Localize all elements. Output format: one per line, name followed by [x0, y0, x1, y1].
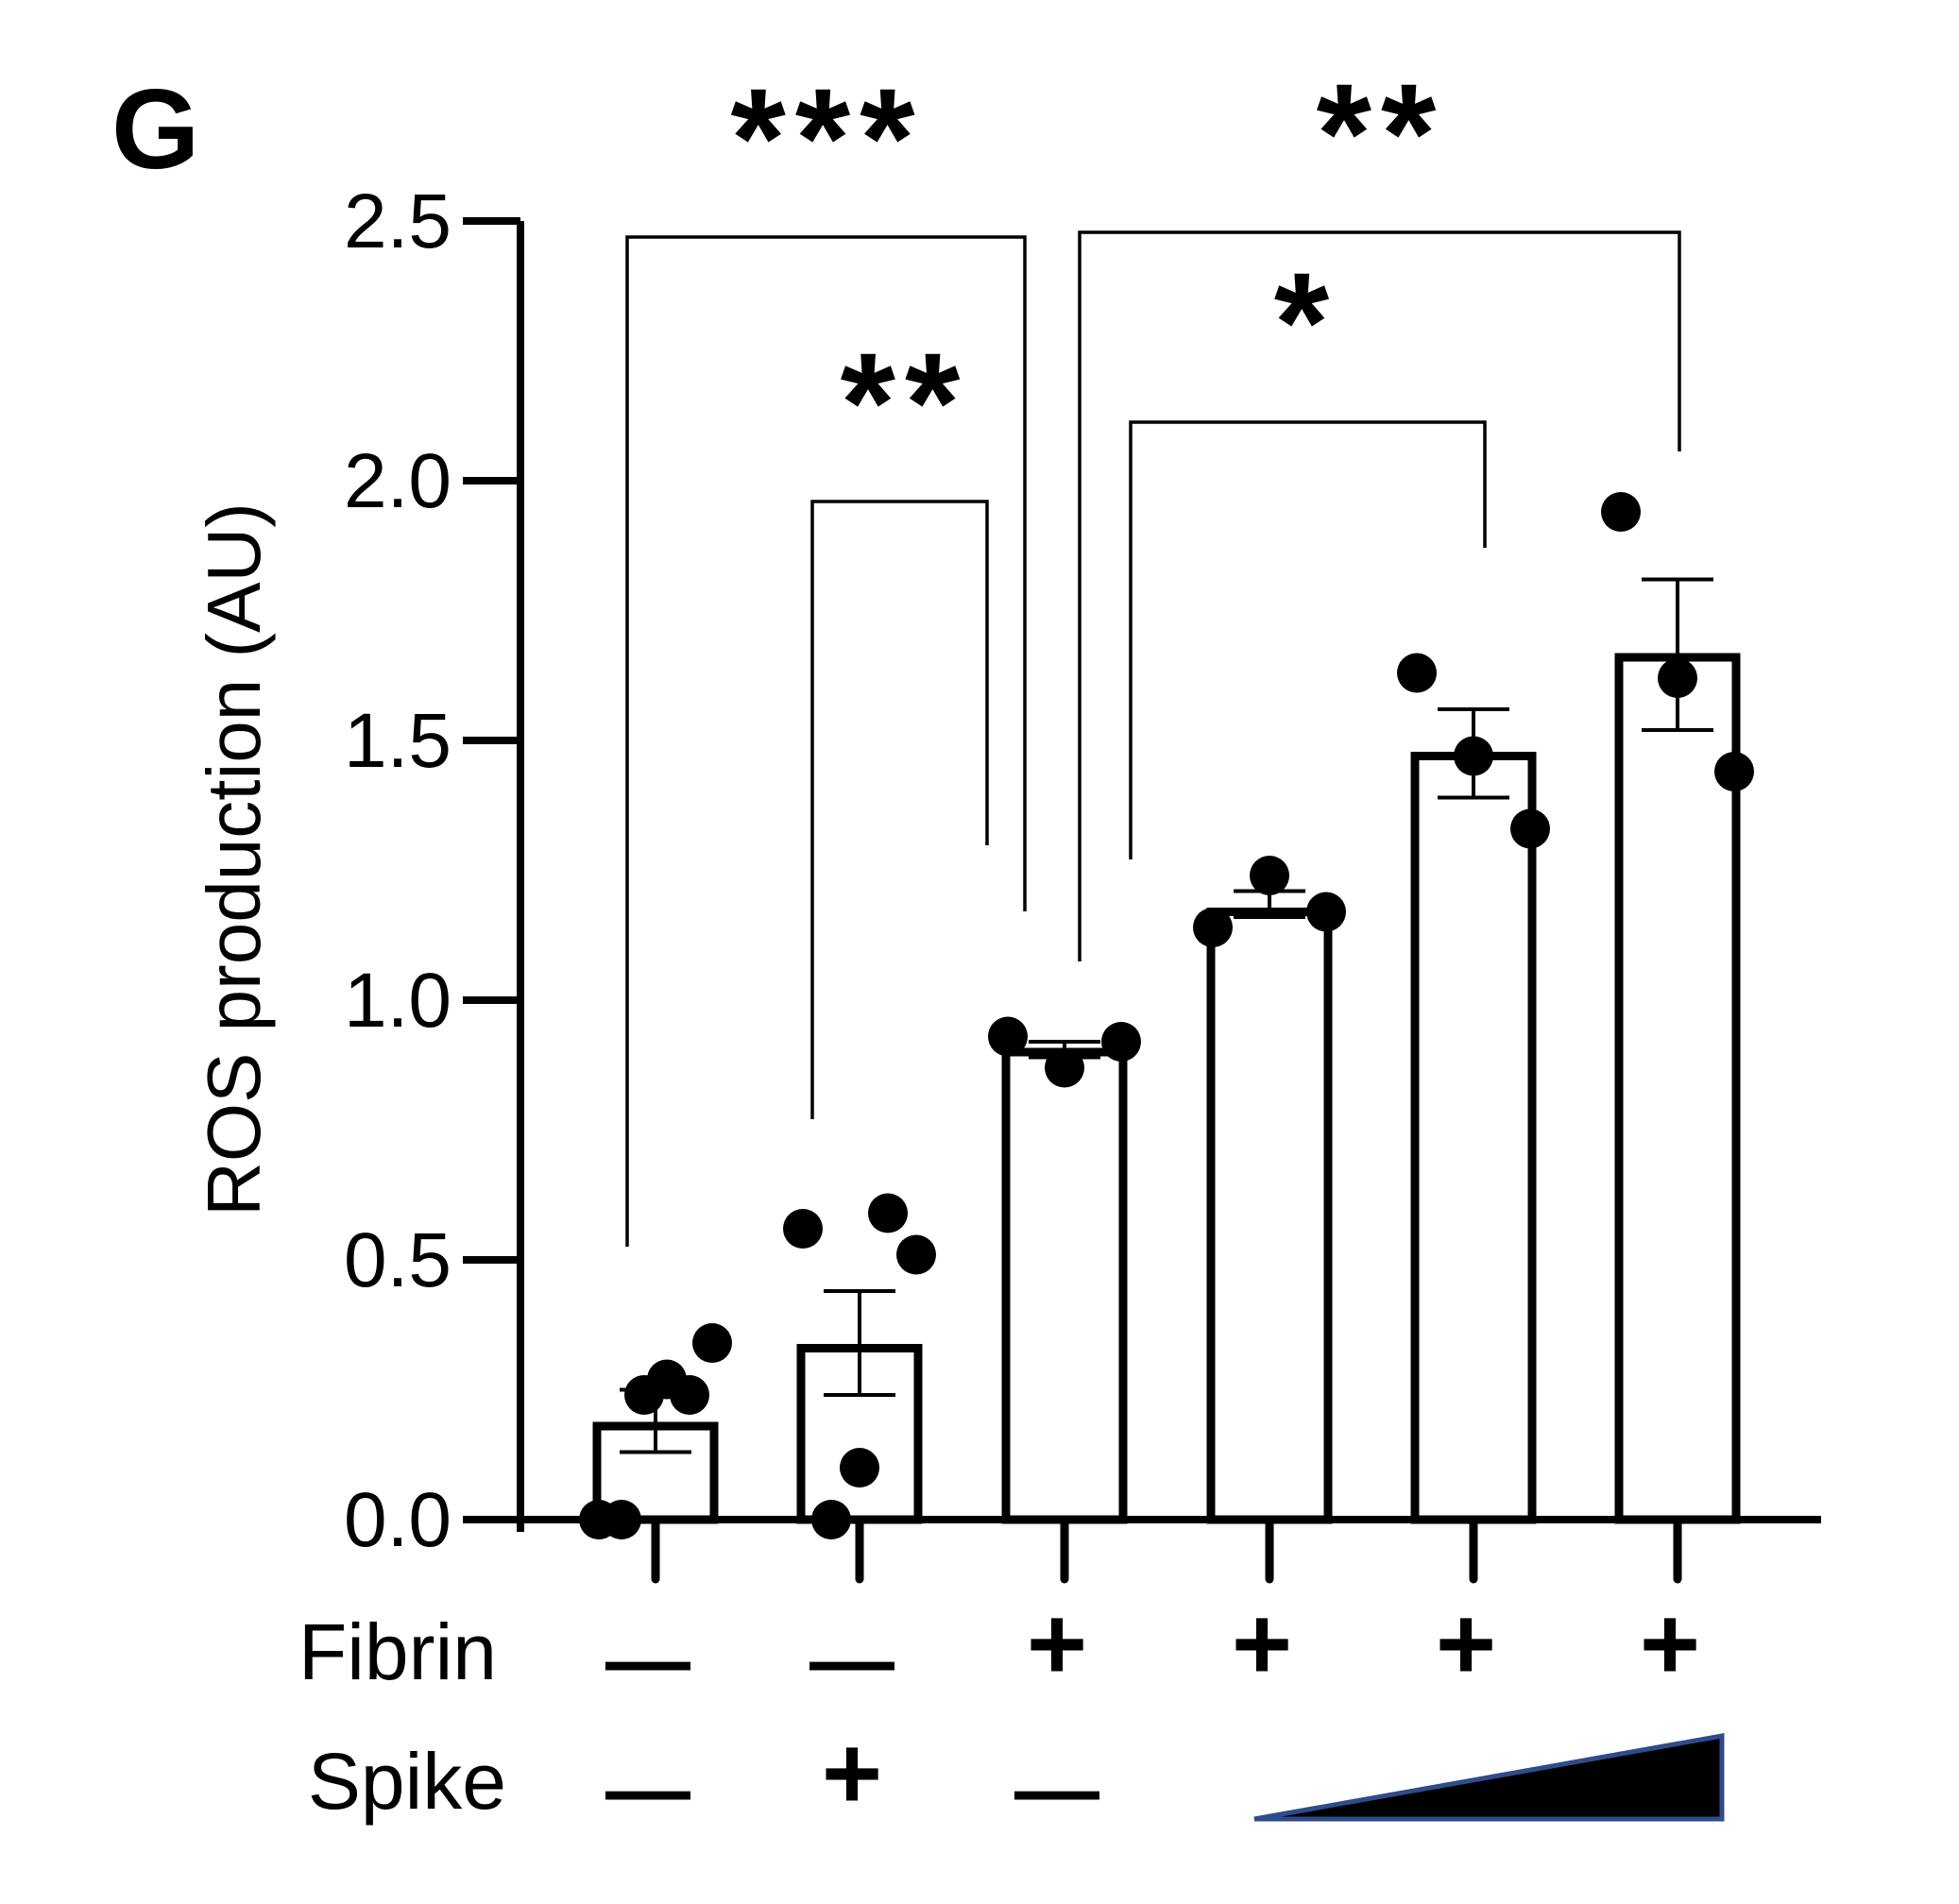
- fibrin-condition: +: [1436, 1586, 1496, 1702]
- bar: [1614, 653, 1741, 1524]
- axes: 0.0 0.5 1.0 1.5 2.0 2.5: [344, 178, 1821, 1584]
- data-point: [811, 1500, 851, 1539]
- spike-condition: —: [1014, 1742, 1099, 1837]
- fibrin-condition: +: [1232, 1586, 1292, 1702]
- significance-label: **: [1317, 54, 1446, 212]
- bar: [1410, 752, 1537, 1524]
- data-point: [1601, 492, 1641, 532]
- significance-label: *: [1274, 243, 1338, 401]
- significance-brackets: ********: [625, 54, 1681, 1247]
- condition-rows: — — + + + +— + —: [605, 1586, 1725, 1837]
- significance-label: ***: [730, 59, 924, 217]
- data-point: [1714, 752, 1754, 791]
- significance-bracket: [625, 235, 1027, 1247]
- y-tick-label: 0.5: [344, 1217, 451, 1303]
- spike-dose-wedge: [1253, 1733, 1725, 1822]
- significance-bracket: [810, 500, 989, 1119]
- data-point: [1101, 1022, 1141, 1062]
- data-point: [896, 1234, 936, 1275]
- data-point: [783, 1209, 823, 1249]
- significance-label: **: [841, 323, 970, 482]
- data-point: [1306, 892, 1346, 932]
- error-bars: [620, 577, 1713, 1454]
- spike-condition: +: [822, 1715, 882, 1831]
- y-tick-label: 0.0: [344, 1477, 451, 1563]
- y-tick-label: 1.5: [344, 698, 451, 784]
- y-tick-label: 1.0: [344, 958, 451, 1044]
- fibrin-condition: +: [1640, 1586, 1700, 1702]
- data-point: [868, 1193, 908, 1233]
- significance-bracket: [1129, 420, 1487, 859]
- data-point: [602, 1500, 641, 1539]
- data-point: [840, 1448, 879, 1488]
- fibrin-row-label: Fibrin: [298, 1607, 497, 1696]
- panel-label: G: [111, 66, 199, 193]
- bars: [592, 653, 1741, 1524]
- fibrin-condition: —: [809, 1613, 894, 1708]
- data-points: [579, 492, 1754, 1539]
- data-point: [1193, 908, 1233, 947]
- spike-row-label: Spike: [308, 1737, 506, 1826]
- y-axis-label: ROS production (AU): [192, 502, 276, 1216]
- y-tick-label: 2.0: [344, 438, 451, 524]
- significance-bracket: [1078, 230, 1681, 961]
- spike-condition: —: [605, 1742, 690, 1837]
- data-point: [692, 1323, 732, 1363]
- data-point: [670, 1375, 709, 1415]
- bar: [1206, 908, 1333, 1524]
- fibrin-condition: +: [1027, 1586, 1087, 1702]
- data-point: [988, 1016, 1028, 1057]
- fibrin-condition: —: [605, 1613, 690, 1708]
- data-point: [1510, 808, 1550, 849]
- bar: [1001, 1047, 1128, 1524]
- y-tick-label: 2.5: [344, 178, 451, 264]
- data-point: [1397, 653, 1437, 693]
- data-point: [1250, 856, 1289, 895]
